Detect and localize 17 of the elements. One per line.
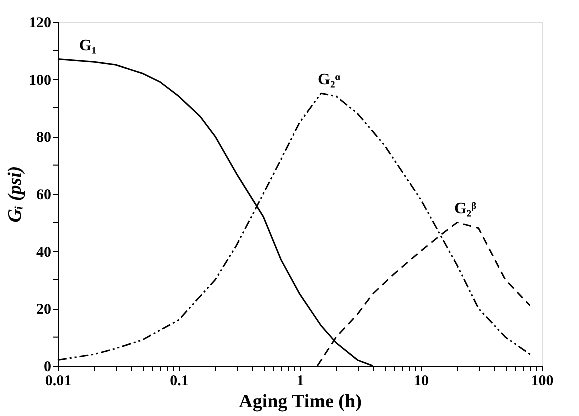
y-tick-label: 40 [36,244,52,261]
x-tick-label: 100 [531,374,554,390]
series-label: G₂ᵅ [318,72,342,89]
y-tick-label: 0 [44,360,52,376]
x-axis-title: Aging Time (h) [239,392,362,412]
x-tick-label: 0.01 [45,374,72,390]
series-label: G₁ [79,37,97,54]
y-tick-label: 120 [29,16,52,32]
y-tick-label: 100 [29,72,52,89]
series-label: G₂ᵝ [454,200,477,218]
x-tick-label: 1 [296,374,304,390]
y-axis-title: Gᵢ (psi) [5,166,26,223]
x-tick-label: 10 [414,374,429,390]
y-tick-label: 80 [36,130,52,146]
y-tick-label: 20 [36,302,52,318]
y-tick-label: 60 [36,188,52,204]
x-tick-label: 0.1 [170,374,189,390]
